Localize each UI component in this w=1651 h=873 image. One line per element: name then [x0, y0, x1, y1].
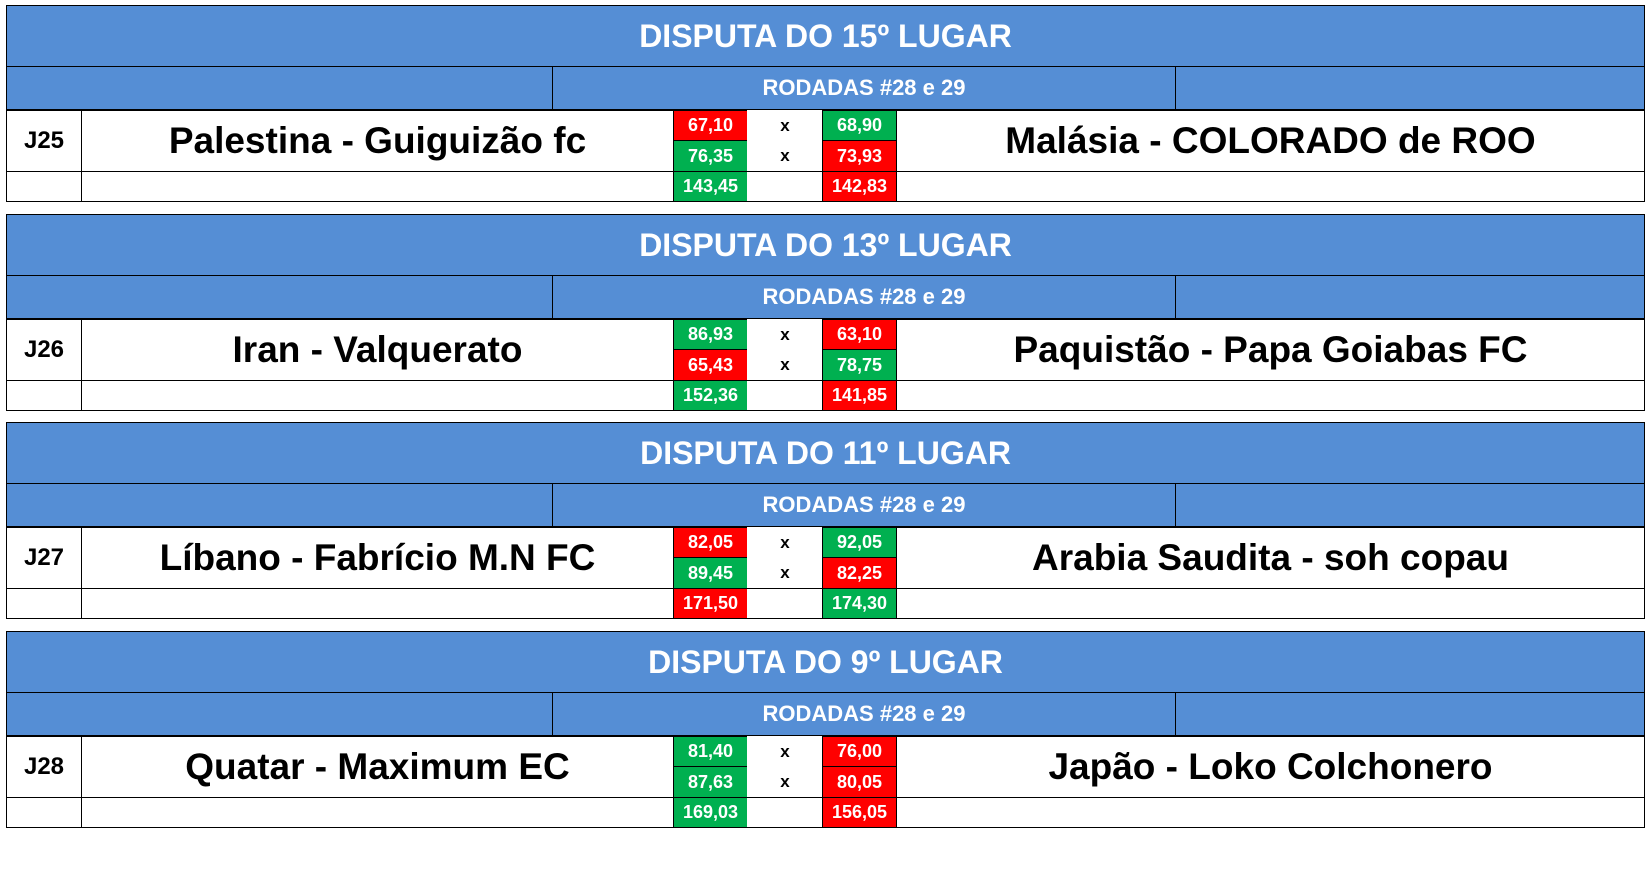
away-score-1: 68,90: [822, 110, 897, 141]
home-score-2: 65,43: [673, 349, 748, 381]
home-score-2: 89,45: [673, 557, 748, 589]
rounds-row: RODADAS #28 e 29: [6, 275, 1645, 319]
versus-total-cell: [747, 797, 823, 828]
versus-total-cell: [747, 171, 823, 202]
away-total: 142,83: [822, 171, 897, 202]
match-row: J25 Palestina - Guiguizão fc 67,10 x 68,…: [6, 110, 1645, 202]
match-block-9: DISPUTA DO 9º LUGAR RODADAS #28 e 29 J28…: [6, 631, 1645, 832]
rounds-label: RODADAS #28 e 29: [552, 66, 1176, 110]
away-team: Japão - Loko Colchonero: [896, 736, 1645, 798]
home-score-2: 87,63: [673, 766, 748, 798]
away-team: Paquistão - Papa Goiabas FC: [896, 319, 1645, 381]
away-score-1: 63,10: [822, 319, 897, 350]
versus-2: x: [747, 349, 823, 381]
home-team: Líbano - Fabrício M.N FC: [81, 527, 674, 589]
rounds-right-cell: [1175, 66, 1645, 110]
home-score-1: 82,05: [673, 527, 748, 558]
home-team-total-cell: [81, 171, 674, 202]
away-score-2: 78,75: [822, 349, 897, 381]
home-total: 169,03: [673, 797, 748, 828]
versus-2: x: [747, 557, 823, 589]
home-team-total-cell: [81, 588, 674, 619]
home-total: 152,36: [673, 380, 748, 411]
game-id: J27: [6, 527, 82, 589]
home-score-1: 86,93: [673, 319, 748, 350]
match-row: J27 Líbano - Fabrício M.N FC 82,05 x 92,…: [6, 527, 1645, 619]
rounds-right-cell: [1175, 692, 1645, 736]
away-total: 141,85: [822, 380, 897, 411]
rounds-label: RODADAS #28 e 29: [552, 275, 1176, 319]
game-id-total-cell: [6, 380, 82, 411]
away-score-1: 76,00: [822, 736, 897, 767]
away-total: 156,05: [822, 797, 897, 828]
home-team-total-cell: [81, 797, 674, 828]
versus-total-cell: [747, 588, 823, 619]
game-id-total-cell: [6, 171, 82, 202]
match-block-13: DISPUTA DO 13º LUGAR RODADAS #28 e 29 J2…: [6, 214, 1645, 415]
away-total: 174,30: [822, 588, 897, 619]
rounds-row: RODADAS #28 e 29: [6, 692, 1645, 736]
rounds-label: RODADAS #28 e 29: [552, 692, 1176, 736]
home-total: 171,50: [673, 588, 748, 619]
versus-total-cell: [747, 380, 823, 411]
home-score-1: 67,10: [673, 110, 748, 141]
block-title: DISPUTA DO 11º LUGAR: [6, 422, 1645, 484]
versus-2: x: [747, 140, 823, 172]
rounds-left-cell: [6, 66, 553, 110]
versus-1: x: [747, 736, 823, 767]
away-score-2: 73,93: [822, 140, 897, 172]
game-id: J28: [6, 736, 82, 798]
home-total: 143,45: [673, 171, 748, 202]
away-score-2: 82,25: [822, 557, 897, 589]
block-title: DISPUTA DO 9º LUGAR: [6, 631, 1645, 693]
versus-1: x: [747, 527, 823, 558]
rounds-left-cell: [6, 275, 553, 319]
away-team: Arabia Saudita - soh copau: [896, 527, 1645, 589]
match-block-15: DISPUTA DO 15º LUGAR RODADAS #28 e 29 J2…: [6, 5, 1645, 206]
match-block-11: DISPUTA DO 11º LUGAR RODADAS #28 e 29 J2…: [6, 422, 1645, 623]
game-id: J26: [6, 319, 82, 381]
versus-1: x: [747, 110, 823, 141]
versus-2: x: [747, 766, 823, 798]
rounds-left-cell: [6, 692, 553, 736]
home-score-1: 81,40: [673, 736, 748, 767]
away-team: Malásia - COLORADO de ROO: [896, 110, 1645, 172]
rounds-row: RODADAS #28 e 29: [6, 483, 1645, 527]
home-team: Palestina - Guiguizão fc: [81, 110, 674, 172]
match-row: J26 Iran - Valquerato 86,93 x 63,10 65,4…: [6, 319, 1645, 411]
rounds-row: RODADAS #28 e 29: [6, 66, 1645, 110]
game-id-total-cell: [6, 588, 82, 619]
block-title: DISPUTA DO 13º LUGAR: [6, 214, 1645, 276]
match-row: J28 Quatar - Maximum EC 81,40 x 76,00 87…: [6, 736, 1645, 828]
home-team: Quatar - Maximum EC: [81, 736, 674, 798]
home-team: Iran - Valquerato: [81, 319, 674, 381]
game-id-total-cell: [6, 797, 82, 828]
rounds-right-cell: [1175, 275, 1645, 319]
game-id: J25: [6, 110, 82, 172]
away-team-total-cell: [896, 171, 1645, 202]
away-score-2: 80,05: [822, 766, 897, 798]
rounds-label: RODADAS #28 e 29: [552, 483, 1176, 527]
rounds-left-cell: [6, 483, 553, 527]
home-score-2: 76,35: [673, 140, 748, 172]
away-score-1: 92,05: [822, 527, 897, 558]
away-team-total-cell: [896, 380, 1645, 411]
away-team-total-cell: [896, 588, 1645, 619]
rounds-right-cell: [1175, 483, 1645, 527]
versus-1: x: [747, 319, 823, 350]
home-team-total-cell: [81, 380, 674, 411]
block-title: DISPUTA DO 15º LUGAR: [6, 5, 1645, 67]
away-team-total-cell: [896, 797, 1645, 828]
